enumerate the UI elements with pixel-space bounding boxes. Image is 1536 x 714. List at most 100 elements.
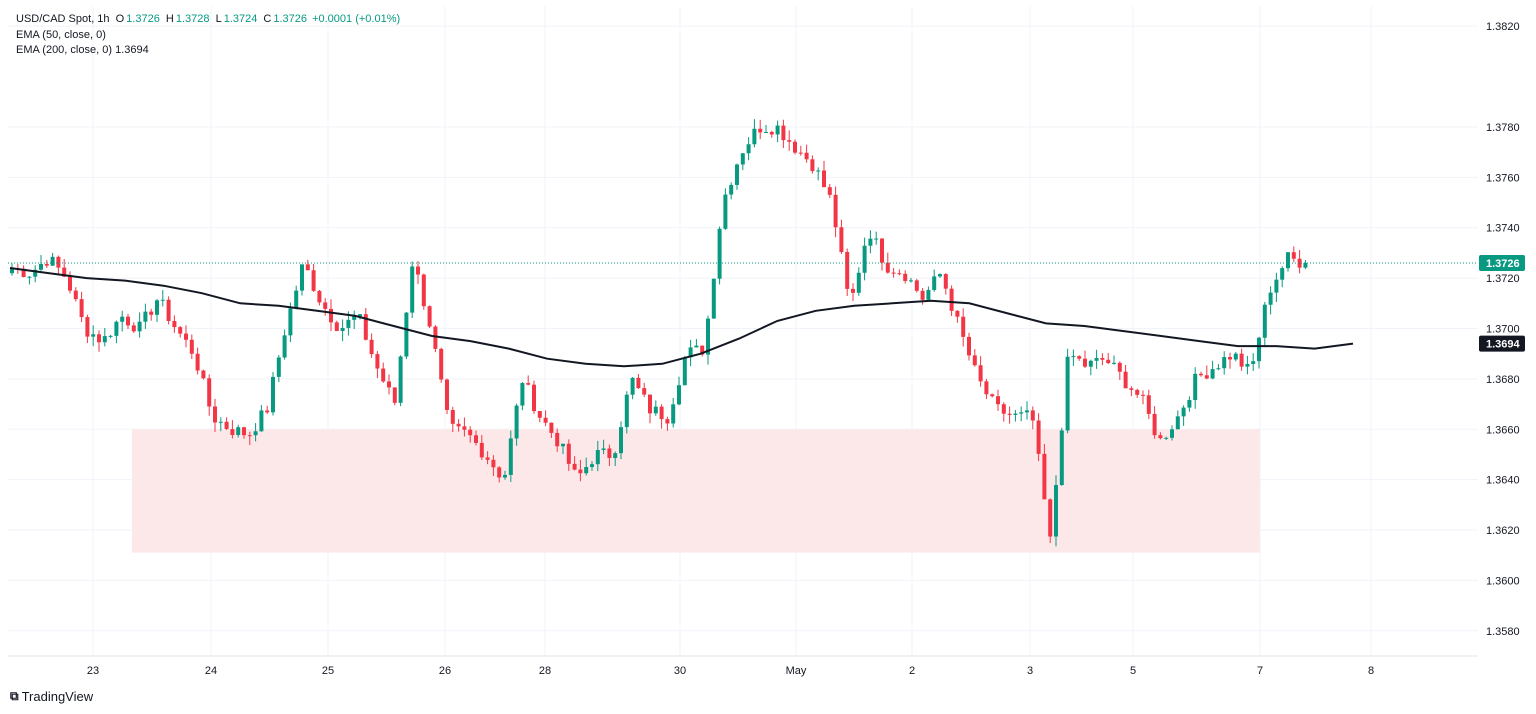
candle-body [1187,399,1192,408]
x-tick-label: 2 [909,665,915,677]
candle-body [10,268,14,274]
candle-body [822,170,826,188]
candle-body [259,410,264,432]
candle-body [671,404,676,424]
candle-body [230,429,235,435]
candle-body [1007,413,1012,415]
candle-body [358,314,362,317]
time-axis[interactable]: 23 24 25 26 28 30 May 2 3 5 7 8 [8,655,1478,677]
candle-body [1210,369,1215,379]
candle-body [555,432,560,447]
candle-body [816,170,821,172]
x-tick-label: 23 [87,665,99,677]
candle-body [862,245,867,273]
candle-body [1025,410,1029,413]
candle-body [1019,412,1024,414]
candle-body [781,125,786,141]
candle-body [787,140,792,142]
candle-body [665,419,670,424]
candle-body [659,406,664,420]
candles [10,119,1308,547]
x-tick-label: 5 [1130,665,1136,677]
candle-body [717,228,722,279]
candle-body [462,426,467,430]
candle-body [300,264,304,291]
candle-body [700,345,705,355]
candle-body [978,365,983,382]
candle-body [276,357,281,377]
x-tick-label: 7 [1257,665,1263,677]
symbol-label: USD/CAD Spot, 1h [16,13,110,25]
candle-body [1106,359,1111,364]
y-tick-label: 1.3740 [1486,223,1520,235]
candle-body [1013,413,1018,415]
candle-body [363,314,368,340]
candle-body [1129,388,1134,390]
price-axis[interactable]: 1.3580 1.3600 1.3620 1.3640 1.3660 1.3680 1.37… [1486,21,1520,638]
candle-body [207,378,212,407]
candle-body [1112,362,1116,364]
candle-body [891,272,896,274]
candle-body [485,457,490,460]
candle-body [189,339,194,354]
tradingview-brand[interactable]: ⧉ TradingView [10,689,93,704]
candle-body [50,256,55,266]
candle-body [1036,420,1041,454]
candle-body [526,383,531,385]
candle-body [1088,360,1093,367]
candle-body [613,453,618,459]
candle-body [126,316,130,326]
brand-label: TradingView [21,689,94,704]
y-tick-label: 1.3820 [1486,21,1520,33]
candle-body [839,227,844,252]
candle-body [856,272,861,293]
candle-body [1181,407,1186,417]
candle-body [1146,395,1151,414]
candle-body [752,128,757,145]
candle-body [845,251,850,289]
candle-body [1239,353,1244,367]
candle-body [1199,373,1203,376]
x-tick-label: 24 [205,665,217,677]
y-tick-label: 1.3620 [1486,525,1520,537]
y-tick-label: 1.3700 [1486,323,1520,335]
candle-body [73,290,78,300]
candle-body [1094,357,1099,361]
candle-body [868,238,873,246]
candle-body [914,280,919,291]
candle-body [1245,363,1250,367]
candle-body [201,370,206,379]
candle-body [880,238,884,263]
ema200-row[interactable]: EMA (200, close, 0) 1.3694 [16,43,400,59]
candle-body [271,376,275,413]
last-price-badge: 1.3726 [1479,254,1525,271]
candle-body [468,429,473,436]
candle-body [636,377,641,389]
x-tick-label: 28 [539,665,551,677]
candle-body [520,383,525,406]
last-price-label: 1.3726 [1486,258,1520,270]
ema200-label: EMA (200, close, 0) [16,44,112,56]
candle-body [1257,337,1261,362]
candle-body [1193,373,1198,400]
ema-200-line [9,267,1354,368]
ema50-row[interactable]: EMA (50, close, 0) [16,28,400,44]
candle-body [427,306,432,327]
candle-body [108,335,113,337]
candle-body [1216,368,1221,370]
change-value: +0.0001 (+0.01%) [312,13,401,25]
candle-body [943,274,948,289]
candle-body [421,274,426,307]
candle-body [166,299,171,321]
candle-body [827,187,832,195]
candle-body [143,311,148,322]
y-tick-label: 1.3760 [1486,172,1520,184]
candle-body [740,153,745,165]
y-tick-label: 1.3780 [1486,122,1520,134]
candle-body [294,290,299,309]
candle-body [706,318,710,355]
candle-body [996,396,1000,405]
candle-body [1233,353,1238,360]
candle-body [630,377,635,395]
